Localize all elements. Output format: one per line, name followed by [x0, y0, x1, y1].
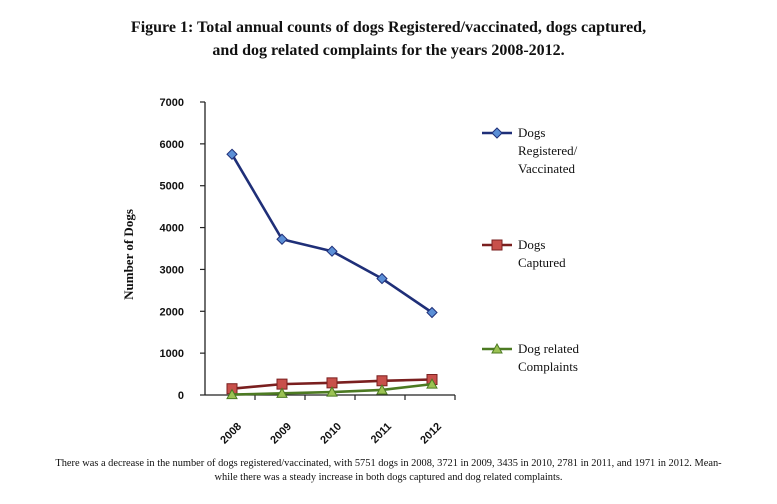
- x-tick-label: 2010: [318, 421, 344, 447]
- legend-label: Dog related: [518, 341, 580, 356]
- series-line: [230, 153, 433, 314]
- y-tick-label: 6000: [160, 139, 184, 151]
- legend-entry-1: Dogs Registered/Vaccinated: [482, 125, 578, 176]
- data-point: [226, 388, 238, 400]
- figure-title-line-1: Figure 1: Total annual counts of dogs Re…: [130, 19, 647, 36]
- data-point: [226, 148, 238, 160]
- data-point: [426, 378, 438, 389]
- data-point: [376, 272, 388, 285]
- y-tick-label: 2000: [160, 306, 184, 318]
- chart-series: [226, 148, 438, 400]
- series-3: [226, 378, 438, 400]
- y-tick-label: 3000: [160, 264, 184, 276]
- x-tick-label: 2009: [268, 421, 294, 447]
- x-tick-labels: 2008 2009 2010 2011 2012: [218, 421, 444, 447]
- legend-label: Vaccinated: [518, 161, 576, 176]
- legend-label: Captured: [518, 255, 566, 270]
- caption-line-1: There was a decrease in the number of do…: [55, 458, 722, 469]
- x-tick-label: 2008: [218, 421, 244, 447]
- legend-swatch-marker: [491, 342, 503, 354]
- data-point: [376, 383, 388, 395]
- legend-swatch-marker: [491, 127, 503, 139]
- figure-title-line-2: and dog related complaints for the years…: [212, 42, 565, 59]
- legend-entry-2: Dogs Captured: [482, 237, 566, 270]
- caption-line-2: while there was a steady increase in bot…: [214, 472, 563, 483]
- y-tick-label: 1000: [160, 348, 184, 360]
- data-point: [276, 233, 288, 245]
- legend-swatch-marker: [491, 239, 503, 251]
- data-point: [326, 245, 338, 257]
- chart-legend: DogsRegistered/VaccinatedDogsCapturedDog…: [482, 125, 580, 374]
- x-tick-label: 2012: [418, 421, 444, 447]
- figure-title: Figure 1: Total annual counts of dogs Re…: [0, 16, 777, 62]
- data-point: [426, 306, 438, 319]
- legend-label: Registered/: [518, 143, 578, 158]
- y-tick-label: 0: [178, 390, 184, 402]
- x-tick-label: 2011: [369, 421, 394, 446]
- figure-caption: There was a decrease in the number of do…: [0, 457, 777, 485]
- y-tick-label: 7000: [160, 97, 184, 109]
- data-point: [326, 386, 338, 397]
- legend-entry-3: Dog related Complaints: [482, 341, 580, 374]
- legend-label: Dogs: [518, 125, 545, 140]
- legend-label: Dogs: [518, 237, 545, 252]
- data-point: [276, 387, 288, 398]
- series-1: [226, 148, 438, 319]
- y-axis-label: Number of Dogs: [121, 209, 136, 300]
- y-tick-label: 4000: [160, 223, 184, 235]
- y-tick-labels: 0 1000 2000 3000 4000 5000 6000 7000: [160, 97, 184, 402]
- legend-label: Complaints: [518, 359, 578, 374]
- y-tick-label: 5000: [160, 181, 184, 193]
